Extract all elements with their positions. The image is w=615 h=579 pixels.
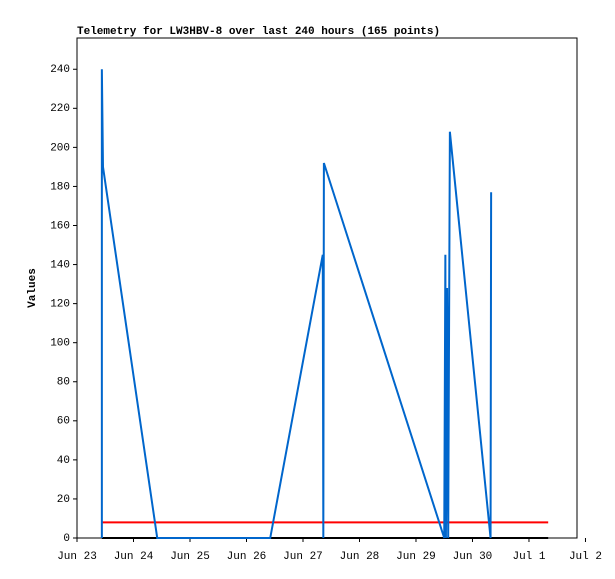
x-tick-label: Jul 1 bbox=[512, 551, 545, 563]
x-tick-label: Jun 24 bbox=[114, 551, 154, 563]
x-tick-label: Jun 30 bbox=[453, 551, 493, 563]
x-tick-label: Jul 2 bbox=[569, 551, 602, 563]
y-tick-label: 40 bbox=[57, 455, 70, 467]
series-line bbox=[100, 69, 493, 539]
x-tick-label: Jun 28 bbox=[340, 551, 380, 563]
x-tick-label: Jun 26 bbox=[227, 551, 267, 563]
y-tick-label: 200 bbox=[50, 142, 70, 154]
y-tick-label: 220 bbox=[50, 103, 70, 115]
y-tick-label: 60 bbox=[57, 416, 70, 428]
y-tick-label: 80 bbox=[57, 377, 70, 389]
x-tick-label: Jun 23 bbox=[57, 551, 97, 563]
y-tick-label: 20 bbox=[57, 494, 70, 506]
y-tick-label: 120 bbox=[50, 299, 70, 311]
x-tick-label: Jun 25 bbox=[170, 551, 210, 563]
y-tick-label: 160 bbox=[50, 220, 70, 232]
chart-title: Telemetry for LW3HBV-8 over last 240 hou… bbox=[77, 26, 440, 38]
y-tick-label: 240 bbox=[50, 64, 70, 76]
x-tick-label: Jun 27 bbox=[283, 551, 323, 563]
x-tick-label: Jun 29 bbox=[396, 551, 436, 563]
plot-frame bbox=[76, 37, 578, 539]
y-tick-label: 140 bbox=[50, 259, 70, 271]
y-tick-label: 0 bbox=[63, 533, 70, 545]
y-axis-label: Values bbox=[27, 268, 39, 308]
y-tick-label: 180 bbox=[50, 181, 70, 193]
y-tick-label: 100 bbox=[50, 338, 70, 350]
